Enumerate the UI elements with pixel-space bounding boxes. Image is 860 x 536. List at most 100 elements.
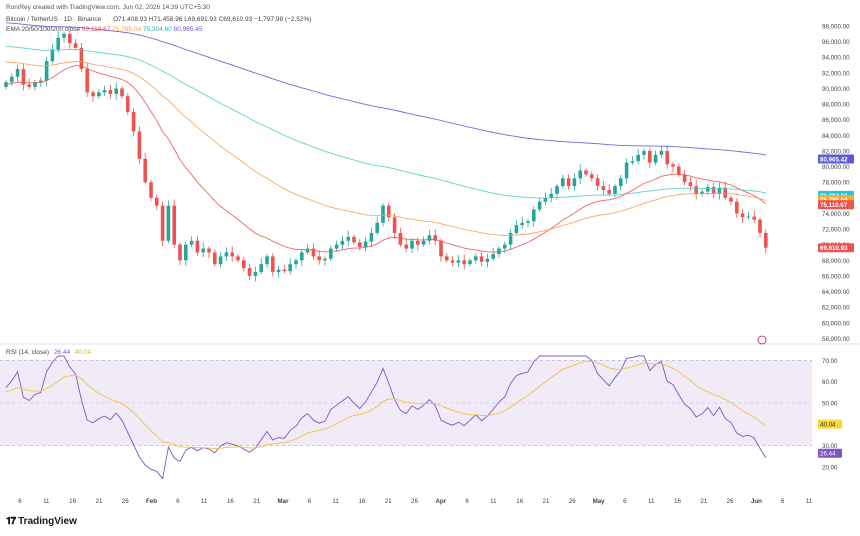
candle-body: [456, 260, 461, 263]
time-tick-label: 11: [43, 498, 50, 505]
candle-body: [711, 186, 716, 194]
symbol-line: Bitcoin / TetherUS · 1D · Binance · O71,…: [6, 16, 312, 23]
candle-body: [276, 269, 281, 272]
candle-body: [155, 197, 159, 206]
tradingview-logo-text: TradingView: [18, 516, 77, 527]
ohlc-values: O71,408.93 H71,458.96 L69,691.93 C69,610…: [113, 16, 312, 23]
candle-body: [131, 111, 136, 132]
rsi-tick-label: 60.00: [822, 379, 838, 386]
candle-body: [79, 47, 84, 69]
candle-body: [758, 219, 762, 233]
candle-body: [39, 80, 43, 83]
ema-line: [5, 45, 766, 199]
rsi-ma-value: 40.04: [74, 349, 92, 356]
candle-body: [178, 244, 182, 261]
candle-body: [746, 216, 751, 218]
candle-body: [346, 236, 350, 241]
candle-body: [305, 248, 310, 253]
price-tick-label: 98,000.00: [822, 24, 850, 31]
time-tick-label: 11: [648, 498, 655, 505]
rsi-tick-label: 30.00: [822, 443, 838, 450]
symbol-name[interactable]: Bitcoin / TetherUS · 1D · Binance: [6, 16, 102, 23]
time-tick-label: 21: [543, 498, 550, 505]
candle-body: [653, 154, 658, 163]
candle-body: [62, 33, 66, 38]
candle-body: [445, 256, 449, 261]
tradingview-logo-icon: 𝟏𝟕: [6, 516, 16, 527]
time-tick-label: 21: [253, 498, 260, 505]
candle-body: [282, 269, 287, 272]
candle-body: [317, 256, 321, 261]
time-tick-label: 6: [18, 498, 22, 505]
candle-body: [172, 205, 176, 245]
candle-body: [265, 256, 269, 265]
time-tick-label: 16: [227, 498, 234, 505]
candle-body: [474, 256, 478, 261]
time-tick-label: 6: [308, 498, 312, 505]
candle-body: [68, 33, 72, 44]
tradingview-logo[interactable]: 𝟏𝟕 TradingView: [6, 516, 77, 527]
candle-body: [73, 43, 78, 48]
candle-body: [404, 244, 408, 249]
time-tick-label: 16: [69, 498, 76, 505]
candle-body: [578, 170, 582, 179]
candle-body: [717, 187, 722, 194]
price-last-label-bg: [818, 154, 854, 164]
price-last-label: 69,610.93: [820, 245, 848, 252]
candle-body: [242, 260, 246, 269]
candle-body: [439, 240, 443, 257]
candle-body: [642, 150, 646, 155]
price-tick-label: 90,000.00: [822, 86, 850, 93]
candle-body: [91, 92, 95, 97]
candle-body: [595, 178, 600, 187]
candle-body: [375, 222, 379, 233]
rsi-ma-line: [5, 360, 767, 449]
ema-value-200: 80,965.45: [173, 26, 203, 33]
candle-body: [729, 197, 733, 202]
time-tick-label: Feb: [146, 498, 157, 505]
candle-body: [503, 244, 507, 249]
price-tick-label: 84,000.00: [822, 133, 850, 140]
candle-body: [247, 268, 252, 276]
ema-value-100: 75,304.60: [142, 26, 172, 33]
candle-body: [532, 209, 536, 222]
candle-body: [491, 254, 495, 259]
candle-body: [630, 161, 635, 163]
candle-body: [636, 154, 640, 162]
candle-body: [27, 84, 31, 87]
candle-body: [33, 82, 37, 87]
candle-body: [259, 264, 263, 272]
price-tick-label: 72,000.00: [822, 227, 850, 234]
candle-body: [752, 216, 756, 220]
candle-body: [189, 240, 194, 245]
candle-body: [526, 221, 530, 223]
rsi-legend[interactable]: RSI (14, close) 26.44 40.04: [6, 349, 91, 356]
candle-body: [195, 240, 200, 253]
candle-body: [566, 178, 571, 187]
rsi-last-label: 40.04: [820, 422, 836, 429]
candle-body: [740, 213, 745, 218]
candle-body: [207, 248, 211, 253]
time-tick-label: 16: [674, 498, 681, 505]
candle-body: [764, 232, 768, 248]
candle-body: [329, 248, 333, 259]
time-tick-label: 6: [623, 498, 627, 505]
price-tick-label: 86,000.00: [822, 117, 850, 124]
ema-line: [5, 65, 767, 253]
price-tick-label: 62,000.00: [822, 305, 850, 312]
time-tick-label: 26: [569, 498, 576, 505]
time-tick-label: May: [593, 498, 606, 505]
candle-body: [659, 150, 664, 155]
time-tick-label: 21: [700, 498, 707, 505]
candle-body: [114, 88, 118, 94]
price-tick-label: 68,000.00: [822, 258, 850, 265]
candle-body: [485, 258, 490, 262]
price-tick-label: 64,000.00: [822, 289, 850, 296]
candle-body: [352, 236, 356, 243]
price-last-label-bg: [818, 243, 854, 253]
candle-body: [619, 178, 623, 187]
rsi-tick-label: 70.00: [822, 358, 838, 365]
rsi-value: 26.44: [53, 349, 71, 356]
candle-body: [369, 232, 374, 242]
